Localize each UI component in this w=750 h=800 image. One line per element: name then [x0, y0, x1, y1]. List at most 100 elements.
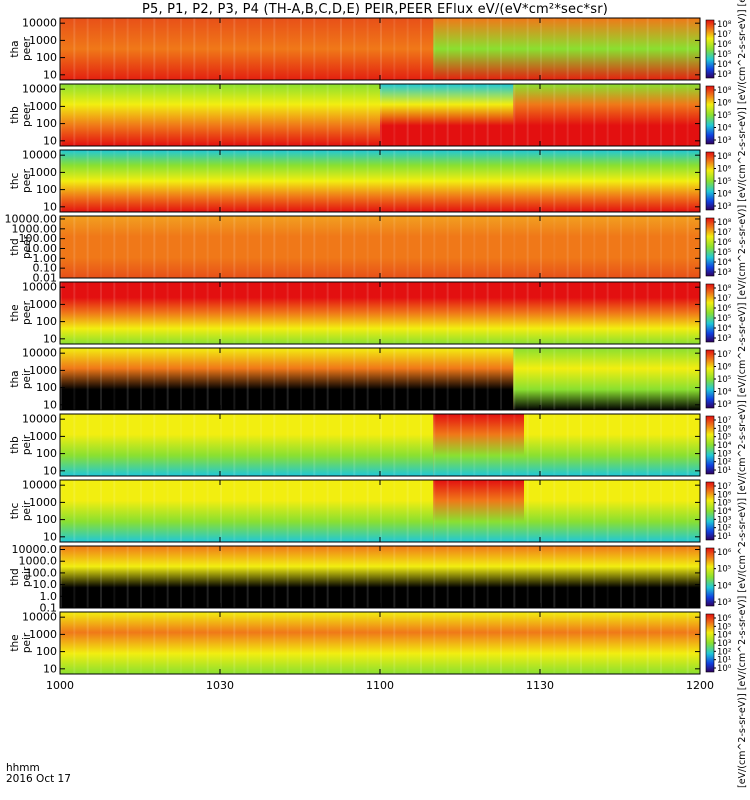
- panel-species-label: peir: [21, 500, 33, 521]
- spectrogram-texture: [393, 282, 396, 344]
- colorbar-tick-label: 10⁸: [717, 218, 732, 228]
- spectrogram-texture: [433, 216, 436, 278]
- spectrogram-texture: [553, 84, 556, 146]
- spectrogram-texture: [313, 84, 316, 146]
- spectrogram-texture: [193, 414, 196, 476]
- spectrogram-texture: [420, 216, 422, 278]
- spectrogram-texture: [140, 282, 142, 344]
- spectrogram-texture: [86, 216, 89, 278]
- colorbar-tick-label: 10⁵: [717, 177, 731, 187]
- spectrogram-band: [60, 612, 700, 674]
- spectrogram-texture: [206, 216, 209, 278]
- panel-species-label: peir: [21, 434, 33, 455]
- spectrogram-texture: [113, 84, 116, 146]
- time-footer: hhmm 2016 Oct 17: [6, 763, 71, 785]
- spectrogram-texture: [620, 414, 622, 476]
- y-tick-label: 1.0: [40, 590, 58, 603]
- spectrogram-texture: [366, 150, 369, 212]
- colorbar-tick-label: 10⁶: [717, 40, 732, 50]
- spectrogram-texture: [566, 216, 569, 278]
- spectrogram-band: [60, 546, 700, 608]
- colorbar-tick-label: 10⁶: [717, 99, 732, 109]
- spectrogram-texture: [353, 546, 356, 608]
- spectrogram-texture: [100, 150, 102, 212]
- spectrogram-texture: [633, 546, 636, 608]
- panel-probe-label: thb: [9, 436, 21, 454]
- spectrogram-texture: [353, 612, 356, 674]
- colorbar-tick-label: 10⁷: [717, 228, 732, 238]
- spectrogram-texture: [406, 612, 409, 674]
- panel-probe-label: thc: [9, 173, 21, 190]
- colorbar-tick-label: 10⁴: [717, 581, 732, 591]
- y-tick-label: 100: [36, 315, 57, 328]
- spectrogram-texture: [460, 480, 462, 542]
- colorbar-tick-label: 10⁷: [717, 294, 732, 304]
- spectrogram-texture: [580, 216, 582, 278]
- spectrogram-texture: [233, 84, 236, 146]
- spectrogram-texture: [113, 282, 116, 344]
- spectrogram-band: [513, 84, 700, 146]
- spectrogram-texture: [220, 348, 222, 410]
- spectrogram-texture: [166, 348, 169, 410]
- spectrogram-band: [60, 480, 434, 542]
- spectrogram-texture: [540, 546, 542, 608]
- y-tick-label: 1000: [29, 430, 57, 443]
- spectrogram-texture: [553, 480, 556, 542]
- spectrogram-band: [524, 480, 700, 542]
- spectrogram-texture: [340, 612, 342, 674]
- spectrogram-texture: [73, 282, 76, 344]
- spectrogram-texture: [393, 84, 396, 146]
- spectrogram-texture: [633, 84, 636, 146]
- colorbar-tick-label: 10⁵: [717, 314, 731, 324]
- y-tick-label: 1000: [29, 364, 57, 377]
- spectrogram-texture: [433, 546, 436, 608]
- spectrogram-texture: [526, 612, 529, 674]
- y-tick-label: 10: [43, 662, 57, 675]
- colorbar: [705, 217, 715, 277]
- spectrogram-texture: [86, 84, 89, 146]
- spectrogram-texture: [233, 480, 236, 542]
- spectrogram-texture: [100, 612, 102, 674]
- spectrogram-texture: [313, 18, 316, 80]
- spectrogram-texture: [366, 282, 369, 344]
- spectrogram-texture: [673, 348, 676, 410]
- colorbar-tick-label: 10⁸: [717, 152, 732, 162]
- spectrogram-texture: [526, 18, 529, 80]
- spectrogram-texture: [153, 282, 156, 344]
- spectrogram-texture: [180, 18, 182, 80]
- y-tick-label: 1000: [29, 496, 57, 509]
- y-tick-label: 1000.00: [12, 222, 58, 235]
- spectrogram-texture: [540, 84, 542, 146]
- colorbar-tick-label: 10⁴: [717, 441, 732, 451]
- colorbar-tick-label: 10⁷: [717, 350, 732, 360]
- spectrogram-texture: [686, 414, 689, 476]
- spectrogram-texture: [406, 216, 409, 278]
- spectrogram-texture: [646, 84, 649, 146]
- spectrogram-texture: [353, 282, 356, 344]
- spectrogram-texture: [153, 546, 156, 608]
- spectrogram-texture: [393, 216, 396, 278]
- spectrogram-texture: [86, 18, 89, 80]
- spectrogram-texture: [313, 282, 316, 344]
- spectrogram-texture: [433, 84, 436, 146]
- spectrogram-texture: [286, 84, 289, 146]
- y-tick-label: 100: [36, 117, 57, 130]
- spectrogram-texture: [446, 282, 449, 344]
- spectrogram-texture: [420, 612, 422, 674]
- panel-probe-label: thc: [9, 503, 21, 520]
- spectrogram-texture: [273, 348, 276, 410]
- y-tick-label: 10000: [22, 149, 57, 162]
- spectrogram-texture: [73, 84, 76, 146]
- y-tick-label: 0.1: [40, 602, 58, 615]
- spectrogram-texture: [180, 282, 182, 344]
- spectrogram-texture: [500, 84, 502, 146]
- spectrogram-texture: [686, 150, 689, 212]
- colorbar-tick-label: 10⁴: [717, 60, 732, 70]
- spectrogram-texture: [260, 84, 262, 146]
- colorbar-tick-label: 10⁷: [717, 482, 732, 492]
- spectrogram-texture: [286, 480, 289, 542]
- spectrogram-texture: [220, 150, 222, 212]
- date-label: 2016 Oct 17: [6, 773, 71, 785]
- y-tick-label: 1000: [29, 100, 57, 113]
- spectrogram-texture: [166, 282, 169, 344]
